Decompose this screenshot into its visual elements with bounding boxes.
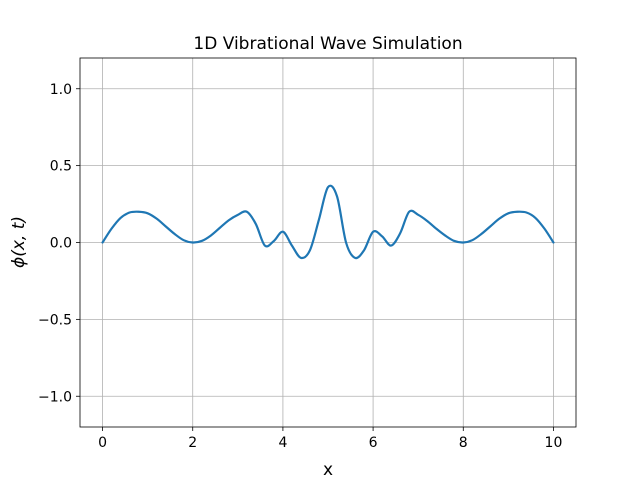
axis-ticks: 0 2 4 6 8 10 −1.0 −0.5 0.0 0.5 1.0 xyxy=(38,82,562,451)
series-line xyxy=(101,184,555,260)
x-tick-label: 6 xyxy=(369,435,378,451)
x-tick-label: 8 xyxy=(459,435,468,451)
y-axis-label: ϕ(x, t) xyxy=(9,216,29,268)
y-tick-label: −1.0 xyxy=(38,389,72,405)
series-layer xyxy=(101,184,555,260)
grid xyxy=(80,58,576,427)
chart-title: 1D Vibrational Wave Simulation xyxy=(193,34,462,54)
x-tick-label: 0 xyxy=(98,435,107,451)
y-tick-label: −0.5 xyxy=(38,312,72,328)
y-tick-label: 1.0 xyxy=(50,82,72,98)
x-tick-label: 2 xyxy=(188,435,197,451)
x-tick-label: 10 xyxy=(545,435,563,451)
x-axis-label: x xyxy=(323,460,333,480)
y-tick-label: 0.5 xyxy=(50,159,72,175)
x-tick-label: 4 xyxy=(278,435,287,451)
y-tick-label: 0.0 xyxy=(50,236,72,252)
